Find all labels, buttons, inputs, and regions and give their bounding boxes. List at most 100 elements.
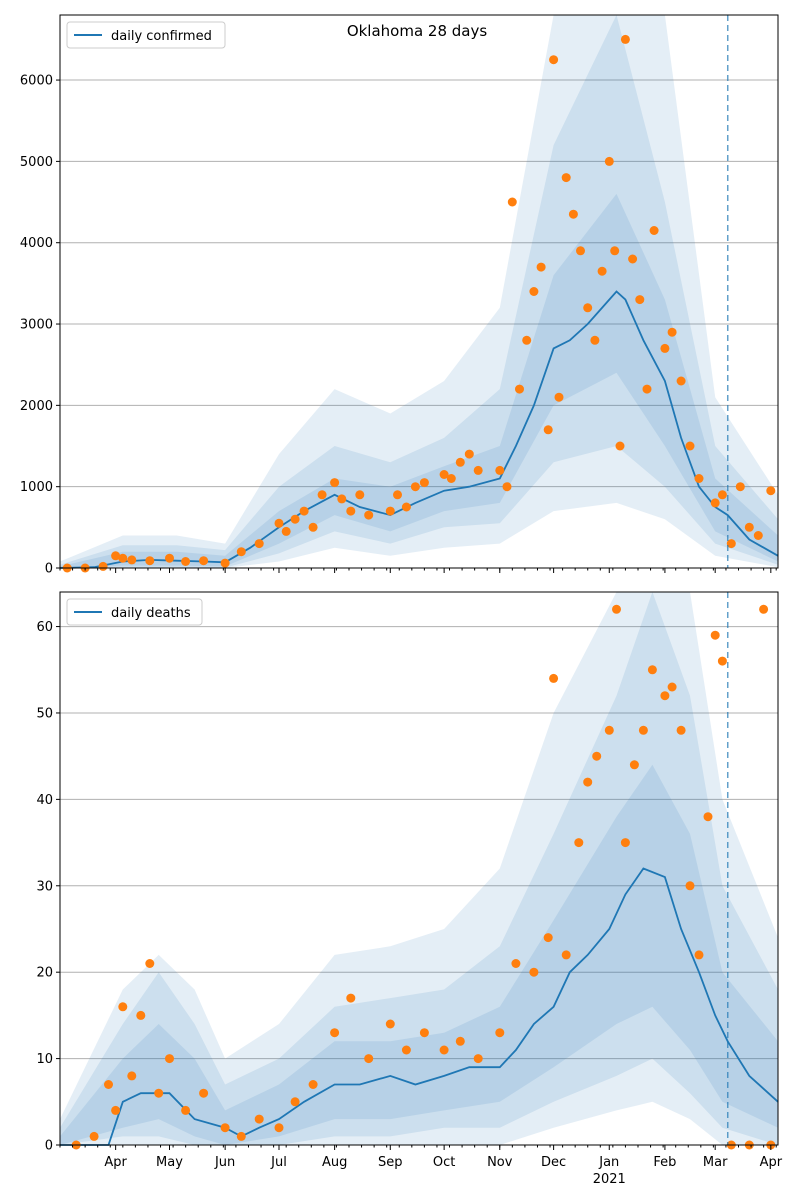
data-point — [620, 838, 630, 848]
data-point — [127, 1071, 137, 1081]
data-point — [694, 474, 704, 483]
data-point — [561, 173, 571, 183]
data-point — [710, 498, 720, 508]
data-point — [576, 246, 585, 256]
x-tick-label: Apr — [104, 1155, 127, 1170]
x-year-label: 2021 — [593, 1172, 626, 1187]
y-tick-label: 0 — [45, 1139, 53, 1154]
data-point — [615, 441, 625, 451]
data-point — [308, 522, 318, 532]
y-tick-label: 20 — [36, 966, 53, 981]
y-tick-label: 50 — [36, 706, 53, 721]
data-point — [401, 502, 411, 512]
data-point — [419, 478, 429, 488]
data-point — [317, 490, 327, 500]
data-point — [98, 561, 108, 571]
x-tick-label: Apr — [760, 1155, 783, 1170]
confidence-band — [60, 592, 778, 1145]
series-line — [60, 867, 779, 1146]
data-point — [549, 55, 559, 65]
data-point — [181, 557, 191, 566]
data-point — [385, 1019, 395, 1029]
x-tick-label: May — [156, 1155, 183, 1170]
y-tick-label: 40 — [36, 793, 53, 808]
x-tick-label: Oct — [433, 1155, 455, 1170]
chart-title: Oklahoma 28 days — [347, 22, 488, 40]
data-point — [667, 327, 677, 337]
data-point — [236, 1131, 246, 1141]
data-point — [522, 335, 532, 345]
data-point — [281, 526, 291, 536]
data-point — [744, 522, 754, 532]
data-point — [583, 777, 593, 787]
x-tick-label: Sep — [378, 1155, 403, 1170]
data-point — [410, 482, 420, 492]
data-point — [685, 441, 695, 451]
legend-label: daily deaths — [111, 606, 191, 621]
data-point — [642, 384, 652, 394]
data-point — [766, 486, 776, 496]
y-tick-label: 2000 — [20, 399, 53, 414]
data-point — [181, 1105, 191, 1115]
data-point — [511, 959, 521, 968]
data-point — [330, 478, 340, 488]
data-point — [308, 1080, 318, 1089]
data-point — [635, 295, 645, 305]
data-point — [694, 950, 704, 960]
data-point — [89, 1131, 99, 1141]
data-point — [502, 482, 512, 492]
data-point — [337, 494, 347, 504]
data-point — [536, 262, 546, 272]
data-point — [549, 673, 559, 683]
data-point — [583, 303, 593, 313]
y-tick-label: 30 — [36, 879, 53, 894]
data-point — [446, 474, 456, 483]
data-point — [717, 490, 727, 500]
data-point — [165, 1054, 174, 1064]
data-point — [703, 812, 713, 822]
x-tick-label: Jun — [214, 1155, 235, 1170]
data-point — [473, 465, 483, 475]
data-point — [346, 993, 356, 1003]
data-point — [236, 547, 246, 557]
data-point — [561, 950, 571, 960]
y-tick-label: 10 — [36, 1052, 53, 1067]
data-point — [145, 556, 155, 566]
data-point — [574, 838, 584, 848]
data-point — [419, 1028, 429, 1038]
data-point — [610, 246, 620, 256]
data-point — [660, 691, 670, 701]
data-point — [529, 967, 539, 977]
data-point — [220, 1123, 230, 1133]
legend-box — [66, 598, 203, 626]
x-tick-label: Jan — [598, 1155, 619, 1170]
data-point — [495, 465, 505, 475]
x-tick-label: Feb — [653, 1155, 676, 1170]
data-point — [364, 1054, 374, 1064]
data-point — [568, 209, 578, 219]
data-point — [628, 254, 638, 264]
data-point — [647, 665, 657, 675]
confidence-band — [60, 15, 778, 568]
x-tick-label: Mar — [703, 1155, 728, 1170]
confidence-band — [60, 193, 778, 568]
data-point — [136, 1010, 146, 1020]
data-point — [145, 959, 155, 968]
data-point — [543, 425, 553, 435]
data-point — [660, 343, 670, 353]
series-line — [59, 290, 779, 569]
data-point — [612, 604, 621, 614]
y-tick-label: 60 — [36, 620, 53, 635]
data-point — [118, 553, 128, 563]
data-point — [199, 556, 209, 566]
data-point — [604, 156, 614, 166]
y-tick-label: 0 — [45, 562, 53, 577]
data-point — [299, 506, 309, 516]
data-point — [290, 1097, 300, 1107]
data-point — [735, 482, 745, 492]
legend-box — [66, 21, 226, 49]
y-tick-label: 1000 — [20, 480, 53, 495]
data-point — [290, 514, 300, 524]
data-point — [597, 266, 607, 276]
